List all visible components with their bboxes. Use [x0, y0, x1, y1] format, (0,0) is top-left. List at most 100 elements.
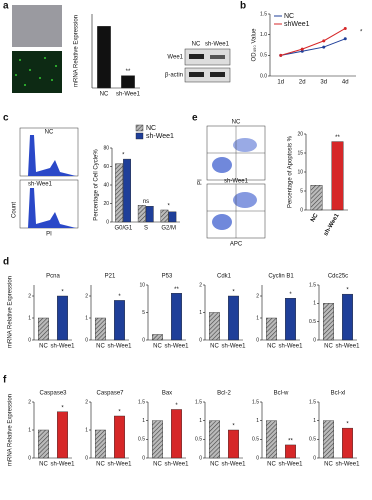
bar — [323, 420, 334, 459]
bar — [342, 293, 353, 341]
x-tick-label: sh-Wee1 — [279, 462, 304, 468]
line — [280, 28, 346, 56]
marker — [322, 45, 326, 49]
y-tick-label: 1 — [199, 310, 202, 316]
plot-label: NC — [45, 130, 54, 136]
legend-label: NC — [284, 13, 294, 20]
panel-letter: c — [3, 113, 9, 124]
bar — [171, 409, 182, 459]
chart-title: Cyclin B1 — [268, 274, 294, 280]
x-tick-label: NC — [267, 344, 276, 350]
significance: ** — [288, 439, 293, 445]
significance: * — [118, 410, 121, 416]
x-tick-label: NC — [96, 462, 105, 468]
y-tick-label: 20 — [103, 201, 109, 207]
chart-title: P53 — [162, 274, 173, 280]
fluorescence-dots — [15, 57, 57, 86]
bar — [285, 298, 296, 341]
chart-title: Cdc25c — [328, 274, 348, 280]
y-axis-label: Percentage of Apoptosis % — [288, 135, 294, 208]
y-tick-label: 1.5 — [195, 399, 202, 405]
band — [210, 72, 225, 77]
plot-label: sh-Wee1 — [224, 179, 249, 185]
axis-label: APC — [230, 242, 243, 248]
y-tick-label: 1 — [256, 418, 259, 424]
significance: ** — [126, 69, 131, 75]
x-tick-label: sh-Wee1 — [323, 212, 341, 237]
x-tick-label: sh-Wee1 — [51, 344, 76, 350]
bar — [228, 429, 239, 459]
plot-label: sh-Wee1 — [28, 182, 53, 188]
bar — [115, 163, 124, 223]
chart-title: P21 — [105, 274, 116, 280]
marker — [300, 47, 304, 51]
y-tick-label: 1 — [313, 418, 316, 424]
x-tick-label: sh-Wee1 — [51, 462, 76, 468]
y-tick-label: 0.5 — [309, 437, 316, 443]
marker — [322, 39, 326, 43]
significance: * — [360, 30, 363, 36]
y-tick-label: 0.0 — [260, 73, 267, 79]
marker — [343, 37, 347, 41]
y-tick-label: 1 — [199, 418, 202, 424]
y-tick-label: 1.5 — [252, 399, 259, 405]
y-tick-label: 1.5 — [138, 399, 145, 405]
axis-label: Count — [12, 202, 18, 218]
bar — [38, 429, 49, 459]
significance: ns — [143, 199, 149, 205]
bar — [57, 411, 68, 459]
band — [189, 72, 204, 77]
x-tick-label: NC — [39, 462, 48, 468]
y-tick-label: 5 — [300, 188, 303, 194]
blot — [184, 67, 231, 83]
x-tick-label: NC — [310, 212, 320, 223]
x-tick-label: NC — [210, 344, 219, 350]
y-tick-label: 0.5 — [260, 53, 267, 59]
y-tick-label: 2 — [85, 293, 88, 299]
y-tick-label: 1.0 — [260, 32, 267, 38]
x-tick-label: NC — [153, 462, 162, 468]
blot-lane: NC — [192, 42, 201, 48]
x-tick-label: sh-Wee1 — [336, 344, 361, 350]
y-tick-label: 60 — [103, 164, 109, 170]
axis-label: PI — [46, 232, 52, 238]
bar — [123, 158, 131, 223]
x-tick-label: G2/M — [161, 226, 176, 232]
legend-label: shWee1 — [284, 21, 310, 28]
significance: * — [346, 288, 349, 294]
bar — [331, 141, 344, 211]
significance: * — [167, 204, 170, 210]
y-tick-label: 0.5 — [195, 437, 202, 443]
y-tick-label: 2 — [85, 399, 88, 405]
y-tick-label: 0 — [313, 455, 316, 461]
x-tick-label: sh-Wee1 — [116, 92, 141, 98]
bar — [137, 205, 146, 223]
x-tick-label: sh-Wee1 — [279, 344, 304, 350]
x-tick-label: sh-Wee1 — [336, 462, 361, 468]
significance: ** — [335, 135, 340, 141]
y-tick-label: 40 — [103, 182, 109, 188]
bar — [266, 317, 277, 341]
y-axis-label: mRNA Relative Expression — [8, 276, 14, 348]
fluorescence-image — [12, 51, 62, 93]
bar — [57, 295, 68, 341]
chart-title: Caspase3 — [39, 391, 67, 397]
bar — [209, 312, 220, 341]
y-tick-label: 0 — [256, 337, 259, 343]
x-tick-label: S — [144, 226, 148, 232]
y-axis-label: mRNA Relative Expression — [8, 394, 14, 466]
y-tick-label: 20 — [297, 131, 303, 137]
y-tick-label: 1.5 — [309, 399, 316, 405]
x-tick-label: sh-Wee1 — [108, 462, 133, 468]
x-tick-label: NC — [39, 344, 48, 350]
x-tick-label: 1d — [277, 80, 284, 86]
bar — [168, 211, 177, 223]
x-tick-label: NC — [324, 344, 333, 350]
bar — [266, 420, 277, 459]
significance: * — [232, 290, 235, 296]
bar — [160, 209, 169, 223]
chart-title: Caspase7 — [96, 391, 124, 397]
x-tick-label: sh-Wee1 — [165, 344, 190, 350]
significance: * — [61, 290, 64, 296]
